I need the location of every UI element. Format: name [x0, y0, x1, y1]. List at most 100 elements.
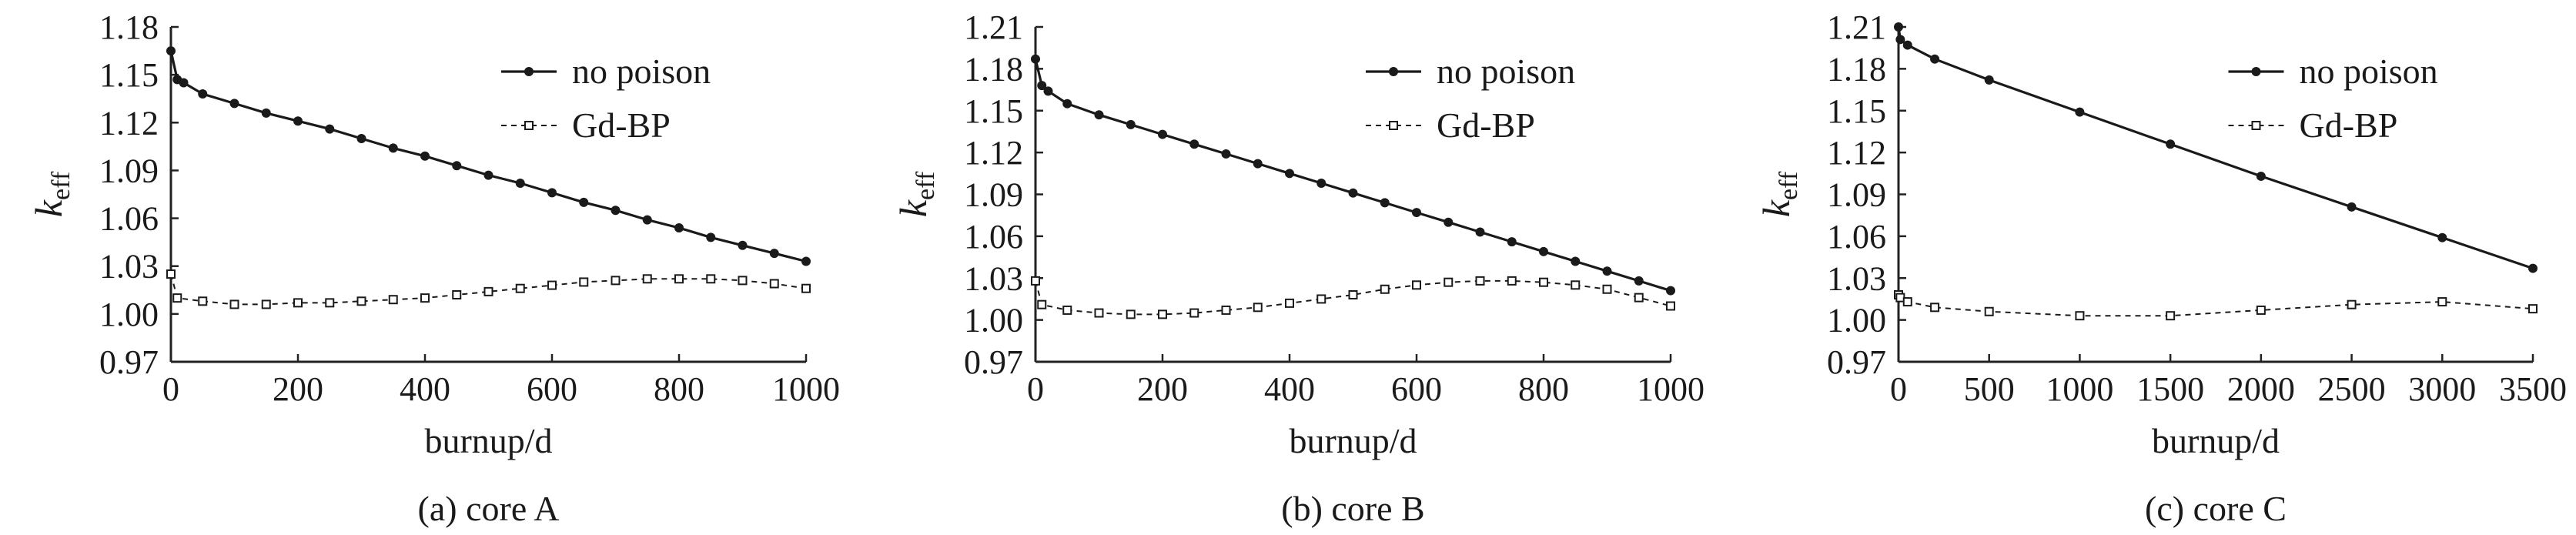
x-tick-label: 800 [1518, 370, 1569, 408]
data-point [1062, 99, 1072, 109]
x-tick-label: 2000 [2227, 370, 2295, 408]
data-point [452, 290, 462, 299]
chart-panel: 0 500 1000 1500 2000 2500 3000 3500 0.97 1.00 1.03… [1755, 8, 2567, 528]
data-point [1189, 139, 1199, 149]
y-tick-label: 1.09 [99, 152, 159, 189]
data-point [198, 296, 208, 306]
x-tick-label: 400 [1264, 370, 1315, 408]
data-point [2075, 107, 2085, 117]
data-point [1348, 188, 1358, 198]
legend-label: Gd-BP [2299, 105, 2397, 145]
data-point [1253, 303, 1263, 313]
data-point [1285, 298, 1294, 308]
y-tick-label: 1.21 [964, 8, 1023, 46]
data-point [1221, 149, 1231, 159]
x-tick-label: 0 [1890, 370, 1907, 408]
legend-marker [1389, 121, 1398, 130]
x-tick-label: 3500 [2499, 370, 2567, 408]
data-point [2166, 139, 2176, 149]
y-tick-label: 1.18 [1827, 50, 1886, 88]
data-point [1380, 198, 1390, 208]
data-point [674, 223, 684, 232]
y-tick-label: 1.06 [99, 200, 159, 238]
data-point [420, 151, 430, 161]
data-point [1126, 309, 1136, 319]
data-point [452, 161, 462, 171]
data-point [1634, 276, 1644, 286]
y-axis-title: keff [27, 171, 75, 217]
data-point [166, 269, 176, 279]
data-point [1539, 246, 1548, 256]
data-point [674, 274, 684, 284]
data-point [2347, 299, 2357, 309]
legend-label: no poison [1437, 52, 1575, 91]
series-line [170, 273, 807, 306]
y-tick-label: 0.97 [964, 343, 1023, 381]
data-point [1984, 306, 1994, 316]
data-point [1031, 276, 1040, 286]
data-point [769, 249, 779, 259]
data-point [769, 279, 779, 289]
data-point [1158, 309, 1167, 319]
chart-panel: 0 200 400 600 800 1000 0.97 1.00 1.03 1.06 1.09 1.1… [27, 8, 840, 528]
data-point [2528, 263, 2538, 273]
y-axis-title-subscript: eff [912, 171, 940, 200]
y-tick-label: 1.12 [964, 134, 1023, 172]
data-point [1412, 208, 1421, 218]
data-point [1253, 159, 1263, 169]
data-point [1037, 299, 1047, 309]
data-point [547, 188, 557, 198]
data-point [261, 299, 271, 309]
x-tick-label: 1000 [1637, 370, 1705, 408]
panel-caption: (b) core B [1281, 489, 1424, 528]
data-point [738, 276, 748, 286]
legend-label: no poison [572, 52, 711, 91]
data-point [1930, 303, 1940, 313]
y-tick-label: 1.06 [964, 218, 1023, 256]
x-tick-label: 1000 [2046, 370, 2113, 408]
data-point [2437, 232, 2447, 242]
data-point [2256, 305, 2266, 315]
y-axis-title: keff [892, 171, 940, 217]
data-point [1412, 280, 1421, 290]
data-point [1094, 110, 1104, 120]
data-point [388, 295, 398, 305]
data-point [1507, 237, 1517, 247]
x-tick-label: 2500 [2318, 370, 2386, 408]
data-point [1507, 276, 1517, 286]
x-axis-title: burnup/d [1289, 421, 1417, 460]
data-point [515, 179, 525, 188]
y-axis-title-subscript: eff [47, 171, 75, 200]
data-point [1158, 129, 1167, 139]
data-point [179, 78, 189, 88]
y-tick-label: 1.18 [99, 8, 159, 46]
y-tick-label: 1.09 [1827, 176, 1886, 214]
legend-label: no poison [2299, 52, 2437, 91]
data-point [1894, 22, 1903, 32]
data-point [261, 108, 271, 118]
data-point [1285, 169, 1294, 179]
data-point [2347, 202, 2357, 212]
data-point [1475, 276, 1485, 286]
panel-caption: (c) core C [2145, 489, 2287, 528]
y-tick-label: 1.00 [1827, 302, 1886, 339]
data-point [198, 89, 208, 99]
data-point [2166, 311, 2176, 321]
panel-caption: (a) core A [418, 489, 560, 528]
data-point [1126, 119, 1136, 129]
x-tick-label: 800 [654, 370, 704, 408]
y-tick-label: 0.97 [1827, 343, 1886, 381]
data-point [483, 170, 493, 180]
data-point [579, 197, 589, 207]
y-axis-title: keff [1755, 171, 1803, 217]
data-point [801, 283, 811, 293]
data-point [325, 124, 335, 134]
x-tick-label: 600 [527, 370, 577, 408]
data-point [611, 206, 621, 216]
data-point [293, 298, 303, 308]
y-tick-label: 1.12 [99, 104, 159, 142]
data-point [706, 274, 716, 284]
y-tick-label: 1.03 [1827, 259, 1886, 297]
series-line [169, 50, 807, 263]
